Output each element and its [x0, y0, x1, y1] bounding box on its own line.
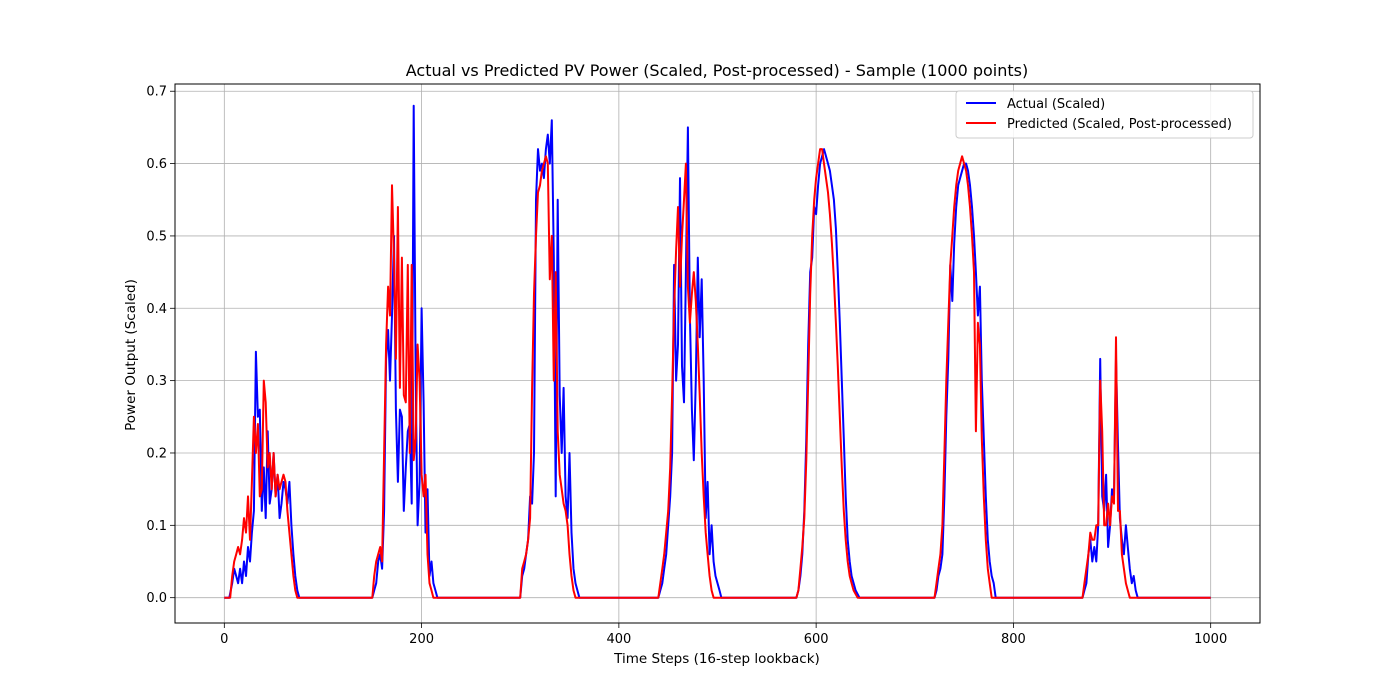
plot-frame — [174, 83, 1261, 624]
plot-lines — [224, 104, 1211, 599]
y-tick-label-2: 0.2 — [146, 446, 167, 461]
legend: Actual (Scaled) Predicted (Scaled, Post-… — [955, 90, 1254, 139]
x-tick-label-5: 1000 — [1194, 632, 1227, 647]
legend-label-predicted: Predicted (Scaled, Post-processed) — [1007, 117, 1232, 132]
y-tick-label-3: 0.3 — [146, 374, 167, 389]
chart-title: Actual vs Predicted PV Power (Scaled, Po… — [406, 61, 1028, 80]
y-axis: 0.0 0.1 0.2 0.3 0.4 0.5 0.6 0.7 — [146, 85, 175, 606]
y-axis-label: Power Output (Scaled) — [123, 279, 139, 431]
y-tick-label-1: 0.1 — [146, 519, 167, 534]
series-predicted-line — [224, 148, 1211, 599]
x-tick-label-3: 600 — [804, 632, 829, 647]
x-axis: 0 200 400 600 800 1000 — [220, 623, 1227, 647]
x-tick-label-0: 0 — [220, 632, 228, 647]
y-tick-label-0: 0.0 — [146, 591, 167, 606]
legend-label-actual: Actual (Scaled) — [1007, 97, 1105, 112]
y-tick-label-6: 0.6 — [146, 157, 167, 172]
x-tick-label-2: 400 — [606, 632, 631, 647]
x-tick-label-1: 200 — [409, 632, 434, 647]
y-tick-label-5: 0.5 — [146, 229, 167, 244]
y-tick-label-4: 0.4 — [146, 302, 167, 317]
y-tick-label-7: 0.7 — [146, 85, 167, 100]
x-axis-label: Time Steps (16-step lookback) — [613, 651, 820, 667]
legend-box — [955, 90, 1254, 139]
x-tick-label-4: 800 — [1001, 632, 1026, 647]
